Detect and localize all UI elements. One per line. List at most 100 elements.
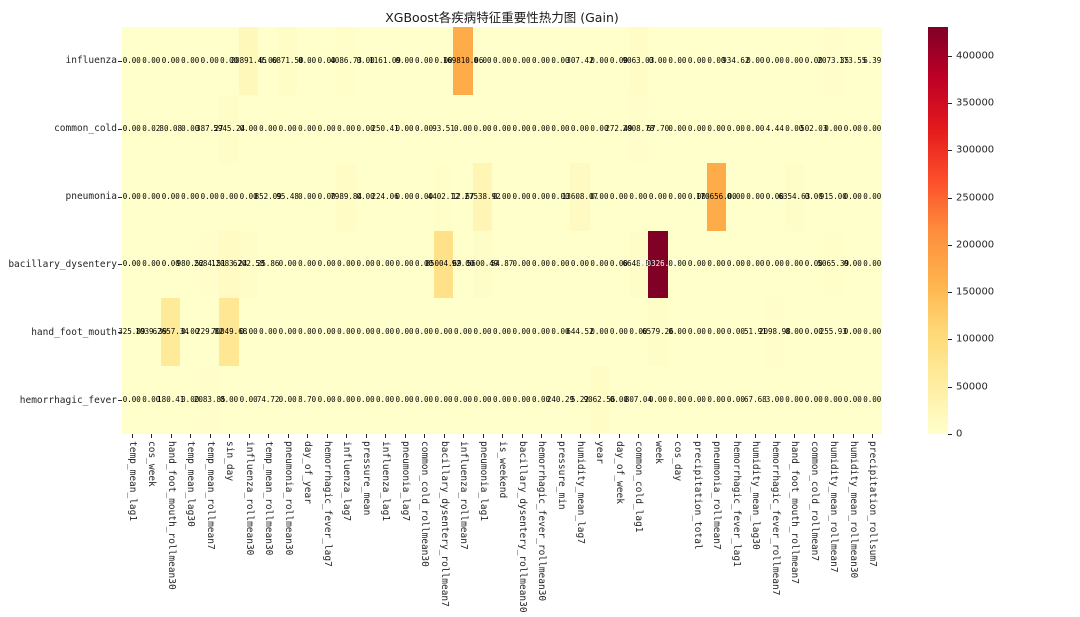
- x-tick: [248, 434, 250, 438]
- heatmap-cell: [297, 94, 318, 164]
- x-tick: [443, 434, 445, 438]
- heatmap-cell: [180, 162, 201, 231]
- colorbar-tick: [948, 386, 952, 388]
- heatmap-cell: [862, 162, 883, 231]
- x-axis-label: common_cold_lag1: [633, 441, 645, 533]
- heatmap-cell: [550, 162, 571, 231]
- x-axis-label: hemorrhagic_fever_lag1: [730, 441, 742, 567]
- heatmap-cell: [316, 27, 337, 96]
- heatmap-cell: [706, 298, 727, 367]
- heatmap-cell: [726, 162, 747, 231]
- heatmap-cell: [297, 27, 318, 96]
- heatmap-cell: [453, 366, 474, 435]
- heatmap-cell: [765, 230, 786, 299]
- x-axis-label: common_cold_rollmean30: [419, 441, 431, 567]
- heatmap-cell: [726, 230, 747, 299]
- heatmap-cell: [765, 27, 786, 96]
- colorbar-tick-label: 200000: [956, 239, 995, 251]
- heatmap-cell: [550, 230, 571, 299]
- heatmap-cell: [667, 298, 688, 367]
- heatmap-cell: [726, 298, 747, 367]
- heatmap-plot-area: 0.00 0.00 0.00 0.00 0.00 0.00 20891.45 0.00 6871…: [118, 27, 883, 435]
- y-axis-label: bacillary_dysentery: [8, 258, 117, 270]
- heatmap-cell: [706, 366, 727, 435]
- heatmap-cell: [589, 366, 610, 435]
- colorbar-tick: [948, 292, 952, 294]
- heatmap-cell: [648, 162, 669, 231]
- x-tick: [170, 434, 172, 438]
- heatmap-cell: [199, 366, 220, 435]
- heatmap-cell: [667, 162, 688, 231]
- heatmap-cell: [628, 298, 649, 367]
- heatmap-cell: [687, 27, 708, 96]
- colorbar-tick: [948, 434, 952, 435]
- heatmap-cell: [433, 298, 454, 367]
- heatmap-cell: [394, 162, 415, 231]
- heatmap-cell: [628, 230, 649, 299]
- heatmap-cell: [453, 298, 474, 367]
- heatmap-cell: [414, 366, 435, 435]
- x-axis-label: hand_foot_mouth_rollmean7: [789, 441, 801, 584]
- x-tick: [209, 434, 211, 438]
- x-tick: [268, 434, 270, 438]
- heatmap-cell: [336, 94, 357, 164]
- heatmap-cell: [258, 230, 279, 299]
- heatmap-cell: [375, 94, 396, 164]
- heatmap-cell: [355, 366, 376, 435]
- heatmap-cell: [687, 162, 708, 231]
- x-tick: [521, 434, 523, 438]
- x-tick: [560, 434, 562, 438]
- heatmap-cell: [628, 27, 649, 96]
- heatmap-cell: [706, 230, 727, 299]
- x-axis-label: humidity_mean_rollmean7: [828, 441, 840, 573]
- heatmap-cell: [238, 162, 259, 231]
- heatmap-cell: [804, 27, 825, 96]
- heatmap-cell: [160, 366, 181, 435]
- x-tick: [833, 434, 835, 438]
- y-tick: [118, 332, 122, 334]
- heatmap-cell: [745, 298, 766, 367]
- heatmap-cell: [706, 94, 727, 164]
- x-axis-label: hemorrhagic_fever_rollmean30: [536, 441, 547, 602]
- heatmap-cell: [843, 366, 863, 435]
- x-tick: [599, 434, 601, 438]
- heatmap-cell: [609, 94, 630, 164]
- colorbar-tick: [948, 103, 952, 104]
- heatmap-cell: [492, 366, 513, 435]
- heatmap-cell: [726, 94, 747, 164]
- heatmap-cell: [453, 94, 474, 164]
- heatmap-cell: [843, 230, 863, 299]
- x-axis-label: bacillary_dysentery_rollmean30: [516, 441, 528, 613]
- x-axis-label: pneumonia_lag1: [477, 441, 489, 522]
- x-tick: [482, 434, 484, 438]
- heatmap-cell: [219, 230, 240, 299]
- x-tick: [326, 434, 328, 438]
- heatmap-cell: [823, 162, 844, 231]
- heatmap-cell: [531, 366, 552, 435]
- heatmap-cell: [297, 162, 318, 231]
- heatmap-cell: [648, 230, 669, 299]
- x-axis-label: hand_foot_mouth_rollmean30: [165, 441, 177, 590]
- x-axis-label: day_of_week: [613, 441, 625, 504]
- heatmap-cell: [355, 94, 376, 164]
- heatmap-cell: [277, 366, 298, 435]
- x-axis-label: influenza_rollmean7: [458, 441, 469, 550]
- heatmap-cell: [414, 27, 435, 96]
- heatmap-cell: [843, 298, 863, 367]
- heatmap-cell: [765, 366, 786, 435]
- x-tick: [794, 434, 796, 438]
- heatmap-cell: [511, 298, 532, 367]
- heatmap-cell: [219, 366, 240, 435]
- heatmap-cell: [745, 366, 766, 435]
- heatmap-cell: [316, 298, 337, 367]
- heatmap-cell: [765, 298, 786, 367]
- heatmap-cell: [122, 366, 142, 435]
- heatmap-cell: [453, 27, 474, 96]
- heatmap-cell: [687, 298, 708, 367]
- heatmap-cell: [687, 230, 708, 299]
- x-tick: [677, 434, 679, 438]
- heatmap-cell: [589, 230, 610, 299]
- heatmap-cell: [472, 162, 493, 231]
- heatmap-cell: [570, 162, 591, 231]
- heatmap-cell: [589, 298, 610, 367]
